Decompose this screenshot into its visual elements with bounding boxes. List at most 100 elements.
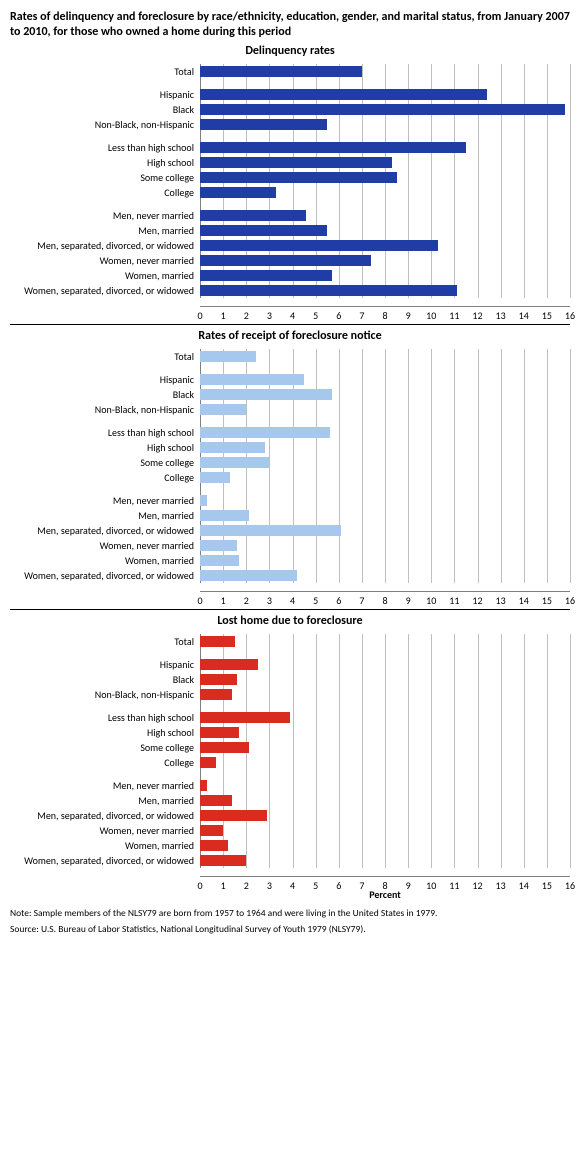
bar-track [200,855,570,866]
chart-divider [10,609,570,610]
row-label: Men, separated, divorced, or widowed [10,524,200,537]
chart-row: Black [10,672,570,687]
bar [200,810,267,821]
row-label: Some college [10,171,200,184]
x-axis: 012345678910111213141516 [200,591,570,605]
chart-row: Hispanic [10,87,570,102]
x-tick: 15 [542,309,552,322]
bar-track [200,510,570,521]
row-label: Non-Black, non-Hispanic [10,403,200,416]
x-tick: 0 [197,309,202,322]
chart-row: Men, never married [10,493,570,508]
chart-row: Women, never married [10,253,570,268]
bar-track [200,570,570,581]
footnote-note: Note: Sample members of the NLSY79 are b… [10,907,570,919]
bar-track [200,172,570,183]
row-label: Less than high school [10,426,200,439]
row-label: Some college [10,741,200,754]
x-tick: 6 [336,309,341,322]
bar [200,727,239,738]
chart-row: Women, never married [10,538,570,553]
row-label: Less than high school [10,141,200,154]
bar-track [200,472,570,483]
row-label: Women, separated, divorced, or widowed [10,854,200,867]
x-tick: 2 [244,309,249,322]
chart-divider [10,324,570,325]
bar-track [200,427,570,438]
bar-track [200,142,570,153]
x-tick: 2 [244,879,249,892]
chart-area: TotalHispanicBlackNon-Black, non-Hispani… [10,64,570,298]
bar [200,157,392,168]
row-label: Men, married [10,224,200,237]
x-tick: 3 [267,879,272,892]
row-label: Total [10,635,200,648]
bar [200,225,327,236]
chart-row: Non-Black, non-Hispanic [10,117,570,132]
bar [200,510,249,521]
bar-track [200,840,570,851]
bar [200,780,207,791]
x-tick: 4 [290,594,295,607]
chart-row: Men, married [10,223,570,238]
bar-track [200,810,570,821]
bar-track [200,270,570,281]
chart-row: Some college [10,455,570,470]
row-label: High school [10,726,200,739]
bar-track [200,240,570,251]
x-tick: 8 [382,594,387,607]
bar [200,636,235,647]
chart-row: Women, separated, divorced, or widowed [10,568,570,583]
chart-row: Less than high school [10,425,570,440]
bar-track [200,659,570,670]
row-group: HispanicBlack Non-Black, non-Hispanic [10,372,570,417]
row-label: Men, married [10,794,200,807]
charts-container: Delinquency ratesTotalHispanicBlackNon-B… [10,44,570,890]
x-tick: 8 [382,879,387,892]
chart-row: Black [10,102,570,117]
bar [200,172,397,183]
bar-track [200,636,570,647]
row-label: Total [10,350,200,363]
row-label: Non-Black, non-Hispanic [10,118,200,131]
x-tick: 1 [221,879,226,892]
bar [200,659,258,670]
row-group: Less than high school High school Some col… [10,710,570,770]
bar-track [200,351,570,362]
bar [200,525,341,536]
chart-row: High school [10,155,570,170]
x-tick: 16 [565,879,575,892]
row-group: HispanicBlackNon-Black, non-Hispanic [10,87,570,132]
row-label: Men, separated, divorced, or widowed [10,809,200,822]
bar [200,712,290,723]
chart-title: Rates of receipt of foreclosure notice [10,329,570,343]
bar [200,89,487,100]
row-label: Black [10,388,200,401]
bar-track [200,727,570,738]
x-axis: 012345678910111213141516 [200,876,570,890]
x-tick: 16 [565,309,575,322]
bar [200,689,232,700]
bar-track [200,187,570,198]
chart-row: Hispanic [10,372,570,387]
bar [200,427,330,438]
row-label: Non-Black, non-Hispanic [10,688,200,701]
x-tick: 7 [359,879,364,892]
chart-row: Black [10,387,570,402]
x-tick: 6 [336,879,341,892]
chart-title: Delinquency rates [10,44,570,58]
chart-row: Women, separated, divorced, or widowed [10,853,570,868]
row-label: Women, married [10,554,200,567]
x-tick: 12 [472,879,482,892]
bar [200,389,332,400]
x-tick: 10 [426,879,436,892]
bar-track [200,712,570,723]
bar-track [200,210,570,221]
row-label: High school [10,156,200,169]
bar-track [200,674,570,685]
bar [200,210,306,221]
bar [200,104,565,115]
row-label: Less than high school [10,711,200,724]
chart-block: Lost home due to foreclosureTotalHispani… [10,614,570,890]
row-label: High school [10,441,200,454]
